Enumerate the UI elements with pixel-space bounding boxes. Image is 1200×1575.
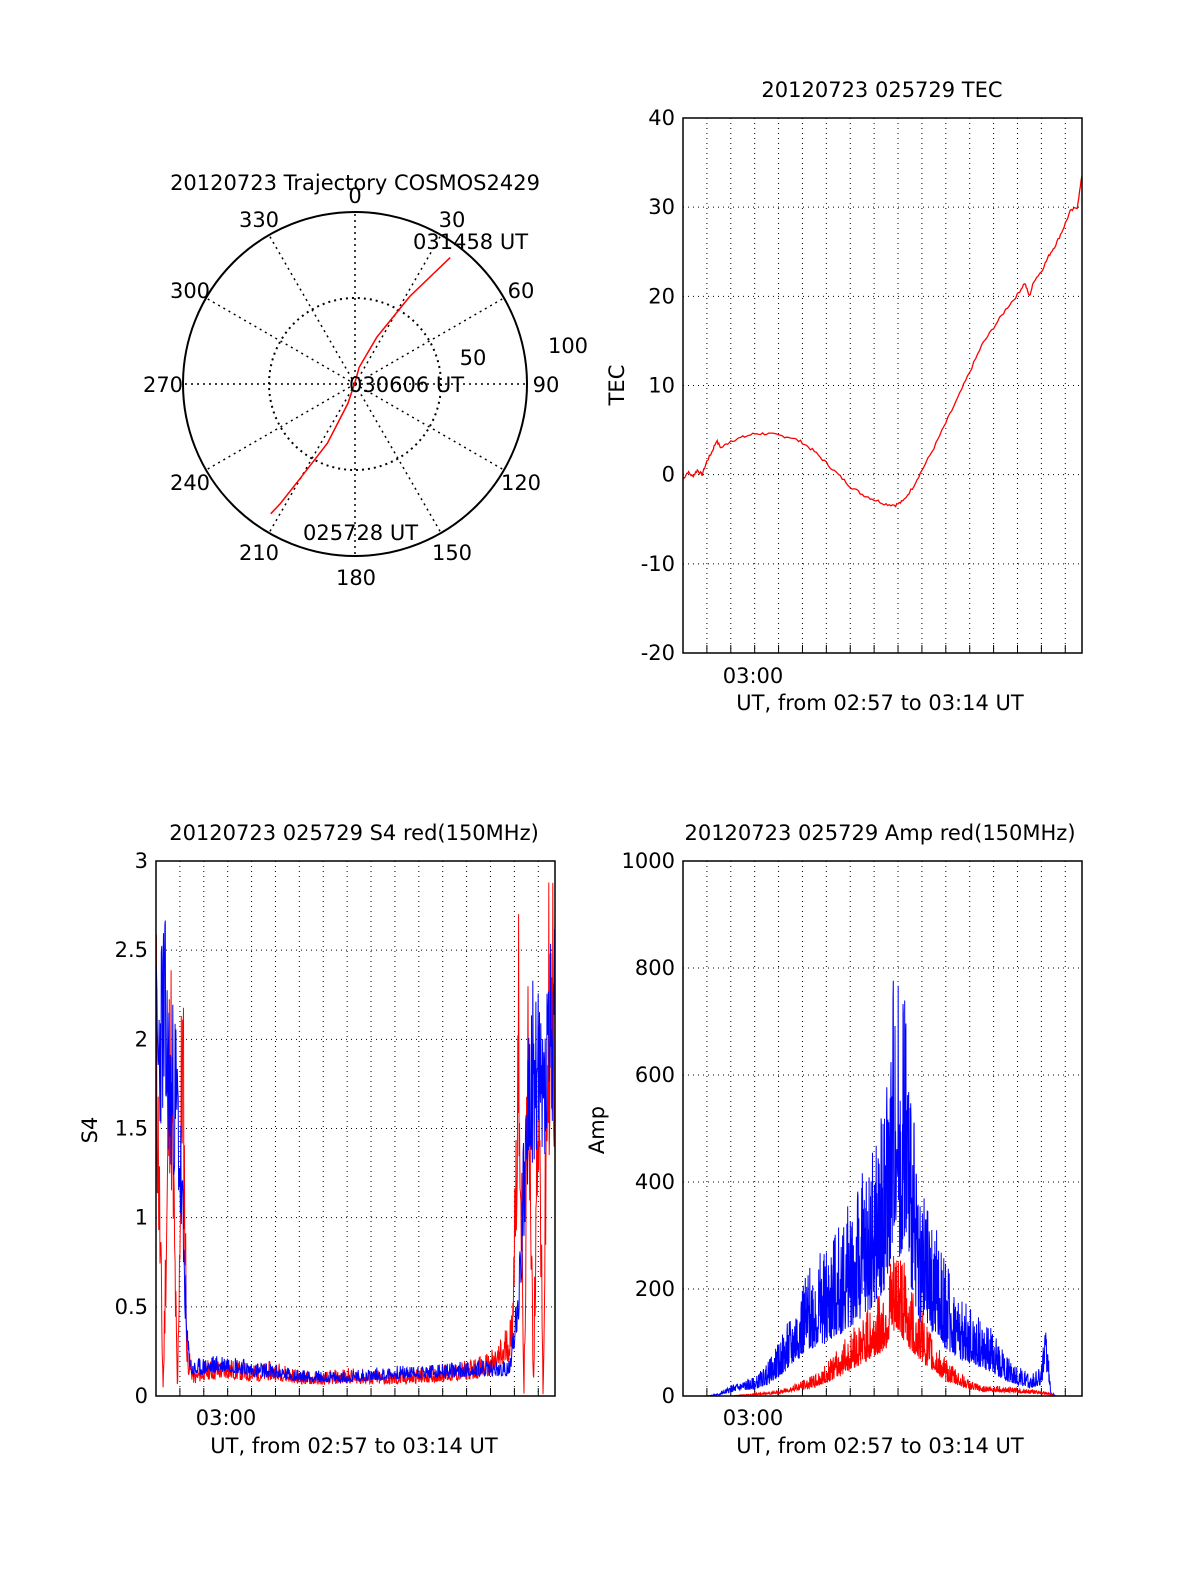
s4-series-red — [155, 882, 556, 1395]
azimuth-label-120: 120 — [501, 471, 541, 495]
azimuth-label-240: 240 — [170, 471, 210, 495]
tec-ytick-label: -20 — [641, 641, 675, 665]
s4-ytick-label: 0 — [135, 1384, 148, 1408]
s4-ytick-label: 1 — [135, 1206, 148, 1230]
tec-ytick-label: -10 — [641, 552, 675, 576]
s4-y-tick-labels: 0 0.5 1 1.5 2 2.5 3 — [115, 849, 148, 1408]
azimuth-label-330: 330 — [239, 208, 279, 232]
amp-series-blue — [683, 980, 1082, 1397]
polar-panel: 20120723 Trajectory COSMOS2429 0 30 60 9… — [143, 171, 588, 590]
s4-grid — [155, 860, 555, 1397]
polar-spoke — [205, 383, 356, 471]
trajectory-line — [270, 257, 451, 515]
azimuth-label-150: 150 — [432, 541, 472, 565]
polar-spoke — [268, 234, 356, 385]
s4-plot-frame — [155, 860, 556, 1397]
amp-ytick-label: 1000 — [622, 849, 675, 873]
amp-ytick-label: 600 — [635, 1063, 675, 1087]
s4-panel: 20120723 025729 S4 red(150MHz) 0 0.5 1 1.5 2… — [78, 821, 556, 1458]
amp-y-tick-labels: 0 200 400 600 800 1000 — [622, 849, 675, 1408]
tec-y-tick-labels: -20 -10 0 10 20 30 40 — [641, 106, 675, 665]
s4-ytick-label: 2 — [135, 1027, 148, 1051]
amp-title: 20120723 025729 Amp red(150MHz) — [684, 821, 1075, 845]
amp-xtick-label: 03:00 — [723, 1406, 784, 1430]
azimuth-label-180: 180 — [336, 566, 376, 590]
polar-spoke — [268, 383, 356, 534]
polar-outer-circle — [182, 211, 528, 557]
tec-ytick-label: 40 — [648, 106, 675, 130]
s4-ytick-label: 3 — [135, 849, 148, 873]
amp-ytick-label: 0 — [662, 1384, 675, 1408]
tec-xlabel: UT, from 02:57 to 03:14 UT — [736, 691, 1024, 715]
annotation-mid-time: 030606 UT — [349, 373, 464, 397]
amp-ytick-label: 400 — [635, 1170, 675, 1194]
azimuth-label-270: 270 — [143, 373, 183, 397]
tec-series-red — [682, 175, 1083, 508]
tec-ytick-label: 10 — [648, 374, 675, 398]
azimuth-label-300: 300 — [170, 279, 210, 303]
s4-title: 20120723 025729 S4 red(150MHz) — [169, 821, 539, 845]
tec-xtick-label: 03:00 — [723, 664, 784, 688]
polar-spoke — [354, 383, 442, 534]
amp-ytick-label: 200 — [635, 1277, 675, 1301]
polar-spoke — [354, 297, 505, 385]
amp-panel: 20120723 025729 Amp red(150MHz) 0 200 400 6… — [585, 821, 1083, 1458]
amp-series-red — [683, 1255, 1082, 1397]
tec-plot-frame — [682, 117, 1083, 654]
annotation-start-time: 025728 UT — [303, 521, 418, 545]
azimuth-label-60: 60 — [508, 279, 535, 303]
polar-spoke — [205, 297, 356, 385]
annotation-end-time: 031458 UT — [413, 230, 528, 254]
azimuth-label-30: 30 — [439, 208, 466, 232]
amp-ytick-label: 800 — [635, 956, 675, 980]
polar-spoke — [354, 234, 442, 385]
amp-xlabel: UT, from 02:57 to 03:14 UT — [736, 1434, 1024, 1458]
tec-ytick-label: 20 — [648, 284, 675, 308]
tec-ytick-label: 0 — [662, 463, 675, 487]
azimuth-label-210: 210 — [239, 541, 279, 565]
radial-label-50: 50 — [460, 346, 487, 370]
s4-ylabel: S4 — [78, 1117, 102, 1144]
amp-plot-frame — [682, 860, 1083, 1397]
s4-ytick-label: 1.5 — [115, 1117, 148, 1141]
polar-title: 20120723 Trajectory COSMOS2429 — [170, 171, 540, 195]
s4-series-blue — [155, 920, 556, 1385]
azimuth-label-0: 0 — [348, 184, 361, 208]
amp-ylabel: Amp — [585, 1106, 609, 1154]
polar-spokes — [183, 212, 527, 556]
tec-title: 20120723 025729 TEC — [761, 78, 1002, 102]
s4-xtick-label: 03:00 — [196, 1406, 257, 1430]
azimuth-label-90: 90 — [533, 373, 560, 397]
tec-grid — [682, 117, 1082, 654]
s4-ytick-label: 0.5 — [115, 1295, 148, 1319]
tec-ytick-label: 30 — [648, 195, 675, 219]
s4-xlabel: UT, from 02:57 to 03:14 UT — [210, 1434, 498, 1458]
polar-spoke — [354, 383, 505, 471]
polar-azimuth-labels: 0 30 60 90 120 150 180 210 240 270 300 3… — [143, 184, 559, 590]
s4-ytick-label: 2.5 — [115, 938, 148, 962]
radial-label-100: 100 — [548, 334, 588, 358]
tec-ylabel: TEC — [605, 365, 629, 407]
